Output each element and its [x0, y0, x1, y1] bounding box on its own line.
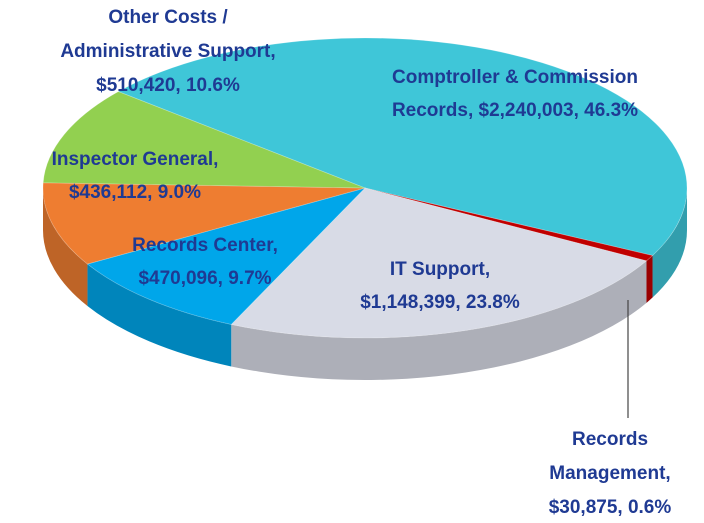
data-label: $470,096, 9.7% — [138, 268, 271, 289]
pie-slice — [42, 91, 366, 189]
data-label: Records — [572, 429, 648, 450]
pie-side — [43, 188, 88, 307]
pie — [42, 37, 688, 380]
data-label: IT Support, — [390, 259, 490, 280]
pie-side — [652, 188, 687, 298]
pie-slice — [86, 187, 367, 325]
pie-slice — [117, 37, 688, 256]
pie-slice — [364, 187, 654, 262]
pie-tops — [42, 37, 688, 339]
data-label: Records, $2,240,003, 46.3% — [392, 100, 638, 121]
pie-sides — [43, 188, 687, 380]
data-label: $436,112, 9.0% — [69, 182, 201, 203]
data-label: $30,875, 0.6% — [549, 497, 672, 518]
data-label: $1,148,399, 23.8% — [360, 292, 520, 313]
data-label: $510,420, 10.6% — [96, 75, 240, 96]
data-label: Inspector General, — [52, 149, 219, 170]
pie-slice — [42, 182, 366, 265]
pie-side — [231, 260, 647, 380]
pie-side — [87, 264, 232, 367]
data-label: Comptroller & Commission — [392, 67, 638, 88]
data-label: Records Center, — [132, 235, 278, 256]
pie-side — [646, 255, 653, 303]
data-label: Administrative Support, — [60, 41, 275, 62]
data-label: Other Costs / — [108, 7, 228, 28]
data-label: Management, — [549, 463, 670, 484]
pie-slice — [230, 187, 648, 339]
